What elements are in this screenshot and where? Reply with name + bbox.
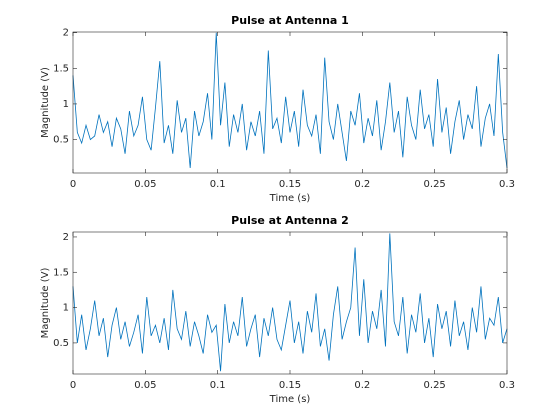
x-tick-label: 0.3 bbox=[499, 179, 515, 190]
x-tick-label: 0 bbox=[70, 179, 76, 190]
y-tick-label: 1.5 bbox=[53, 63, 69, 74]
y-axis-label: Magnitude (V) bbox=[40, 67, 51, 138]
y-tick-label: 1 bbox=[63, 99, 69, 110]
signal-line bbox=[72, 233, 508, 372]
y-tick-label: 2 bbox=[63, 232, 69, 243]
y-axis-label: Magnitude (V) bbox=[40, 268, 51, 339]
chart-title: Pulse at Antenna 1 bbox=[231, 14, 349, 27]
y-tick-label: 0.5 bbox=[53, 338, 69, 349]
x-tick-label: 0.2 bbox=[354, 380, 370, 391]
y-tick-label: 1 bbox=[63, 303, 69, 314]
x-tick-label: 0 bbox=[70, 380, 76, 391]
x-tick-label: 0.25 bbox=[424, 380, 446, 391]
x-tick-label: 0.3 bbox=[499, 380, 515, 391]
x-tick-label: 0.05 bbox=[134, 179, 156, 190]
x-tick-label: 0.2 bbox=[354, 179, 370, 190]
signal-line bbox=[72, 32, 508, 169]
x-tick-label: 0.25 bbox=[424, 179, 446, 190]
x-tick-label: 0.1 bbox=[210, 179, 226, 190]
y-tick-label: 0.5 bbox=[53, 135, 69, 146]
x-tick-label: 0.15 bbox=[279, 179, 301, 190]
y-tick-label: 1.5 bbox=[53, 267, 69, 278]
x-tick-label: 0.15 bbox=[279, 380, 301, 391]
x-tick-label: 0.05 bbox=[134, 380, 156, 391]
x-axis-label: Time (s) bbox=[269, 193, 311, 204]
chart-title: Pulse at Antenna 2 bbox=[231, 214, 349, 227]
axes-background bbox=[73, 32, 507, 173]
x-axis-label: Time (s) bbox=[269, 394, 311, 405]
y-tick-label: 2 bbox=[63, 28, 69, 39]
x-tick-label: 0.1 bbox=[210, 380, 226, 391]
